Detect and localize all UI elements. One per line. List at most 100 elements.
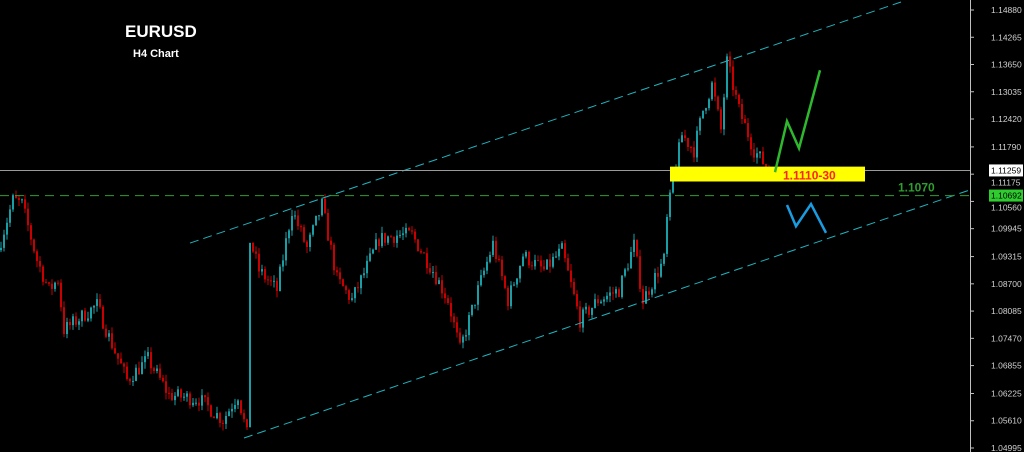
candle [417, 239, 419, 252]
candle [144, 356, 146, 363]
candle [564, 243, 566, 259]
candle [483, 270, 485, 276]
candle [618, 289, 620, 297]
candle [717, 96, 719, 110]
candle [738, 94, 740, 105]
candle [216, 413, 218, 419]
candle [201, 395, 203, 406]
candle [333, 244, 335, 271]
candle [504, 276, 506, 288]
candle [261, 269, 263, 272]
candle [177, 389, 179, 396]
candle [384, 233, 386, 243]
tick-label: 1.11175 [991, 177, 1021, 187]
candle [165, 381, 167, 393]
candle [474, 304, 476, 306]
candle [678, 142, 680, 170]
candle [573, 281, 575, 295]
candle [330, 240, 332, 245]
candle [267, 279, 269, 281]
candle [12, 195, 14, 210]
candle [237, 400, 239, 406]
candle [426, 253, 428, 269]
candle [561, 243, 563, 249]
candle [597, 299, 599, 304]
tick-label: 1.05610 [991, 416, 1022, 426]
candle [354, 287, 356, 299]
candle [213, 416, 215, 419]
candle [594, 299, 596, 308]
candle [435, 272, 437, 285]
candle [654, 272, 656, 290]
candle [252, 242, 254, 252]
candle [438, 280, 440, 285]
candle [537, 259, 539, 261]
candle [366, 260, 368, 274]
current-price-tag-bg [989, 164, 1023, 177]
candle [666, 216, 668, 254]
candle [507, 287, 509, 307]
candle [429, 268, 431, 273]
candle [174, 395, 176, 401]
candle [87, 318, 89, 321]
candle [447, 298, 449, 304]
price-axis: 1.14880 1.14265 1.13650 1.13035 1.12420 1.117… [970, 0, 1023, 452]
candle [195, 402, 197, 404]
candle [693, 147, 695, 158]
candle [453, 316, 455, 323]
candle [204, 395, 206, 398]
candle [609, 292, 611, 296]
candle [117, 353, 119, 359]
support-zone [670, 166, 865, 182]
level-label: 1.1070 [898, 181, 935, 195]
candle [546, 259, 548, 270]
candle [60, 282, 62, 308]
candle [162, 377, 164, 382]
candle [663, 253, 665, 264]
candle [579, 306, 581, 328]
candle [189, 393, 191, 406]
candle [231, 408, 233, 412]
candle [57, 282, 59, 284]
candle [258, 253, 260, 272]
candle [399, 234, 401, 236]
candle [585, 306, 587, 310]
candle [285, 238, 287, 261]
candle [120, 358, 122, 364]
candle [279, 266, 281, 291]
candle [747, 123, 749, 138]
candle [150, 352, 152, 369]
candle [291, 215, 293, 231]
candle [639, 256, 641, 289]
candle [324, 198, 326, 213]
candle [711, 82, 713, 100]
candle [687, 138, 689, 147]
candle [648, 291, 650, 295]
candle [756, 153, 758, 158]
candle [651, 289, 653, 295]
candle [348, 290, 350, 300]
candle [45, 281, 47, 283]
candle [411, 230, 413, 232]
candle [39, 261, 41, 267]
candle [378, 239, 380, 247]
candle [15, 195, 17, 199]
candle [519, 265, 521, 279]
candle [642, 288, 644, 304]
candle [207, 397, 209, 406]
candle [222, 422, 224, 424]
candle [66, 322, 68, 335]
candle [558, 248, 560, 257]
candle [327, 212, 329, 241]
candle [270, 280, 272, 282]
candle [306, 241, 308, 248]
candle [240, 400, 242, 414]
candle [18, 198, 20, 200]
candle [111, 333, 113, 349]
candle [315, 215, 317, 226]
candle [297, 215, 299, 227]
current-price-tag: 1.11259 [991, 165, 1021, 175]
candle [159, 368, 161, 378]
candle [492, 240, 494, 255]
